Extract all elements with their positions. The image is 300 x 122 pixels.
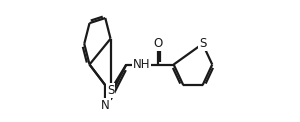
- Text: S: S: [199, 37, 206, 50]
- Text: N: N: [101, 99, 110, 112]
- Text: O: O: [153, 37, 163, 50]
- Text: S: S: [107, 84, 114, 97]
- Text: NH: NH: [133, 58, 150, 71]
